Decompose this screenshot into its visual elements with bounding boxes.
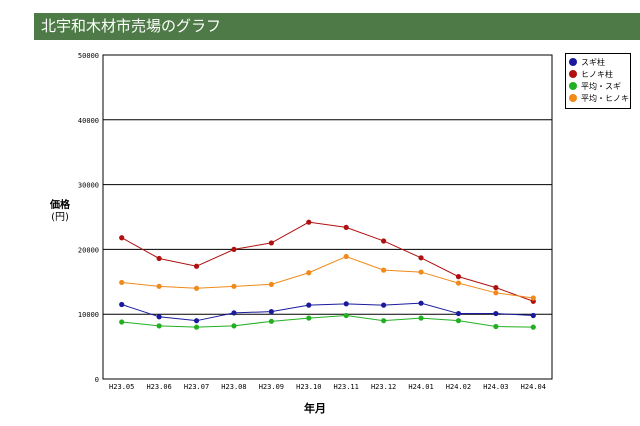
data-point — [306, 302, 312, 308]
legend-label: 平均・スギ — [581, 81, 621, 91]
x-tick-label: H24.04 — [521, 383, 546, 391]
data-point — [306, 315, 312, 321]
data-point — [493, 323, 499, 330]
series-line — [121, 221, 534, 302]
data-point — [381, 302, 387, 308]
legend-item: 平均・ヒノキ — [569, 92, 629, 104]
data-point — [119, 279, 125, 286]
data-point — [381, 238, 387, 244]
legend-label: スギ柱 — [581, 57, 605, 67]
chart-title: 北宇和木材市売場のグラフ — [34, 13, 640, 40]
x-tick-label: H23.08 — [221, 383, 246, 391]
series-line — [121, 255, 534, 299]
x-tick-label: H24.02 — [446, 383, 471, 391]
data-point — [193, 285, 200, 291]
legend-marker — [569, 82, 577, 90]
data-point — [381, 318, 387, 324]
data-point — [306, 270, 312, 276]
data-point — [493, 285, 499, 291]
series-line — [121, 314, 534, 328]
data-point — [455, 280, 462, 286]
data-point — [119, 235, 125, 241]
x-tick-label: H23.07 — [184, 383, 209, 391]
y-axis-label: 価格 (円) — [48, 200, 72, 224]
x-tick-label: H23.09 — [259, 383, 284, 391]
y-axis-label-unit: (円) — [51, 212, 69, 223]
y-axis-label-main: 価格 — [50, 200, 70, 211]
data-point — [268, 309, 274, 315]
data-point — [455, 318, 462, 324]
x-axis-label: 年月 — [304, 402, 326, 415]
data-point — [306, 219, 312, 225]
data-point — [193, 318, 200, 324]
x-tick-label: H24.01 — [408, 383, 433, 391]
data-point — [119, 301, 125, 308]
plot-area — [102, 54, 553, 380]
data-point — [231, 323, 237, 329]
y-tick-label: 20000 — [78, 246, 99, 254]
data-point — [343, 253, 349, 260]
x-tick-label: H23.12 — [371, 383, 396, 391]
data-point — [268, 318, 274, 324]
data-point — [418, 315, 424, 321]
data-point — [231, 283, 237, 289]
x-tick-label: H23.05 — [109, 383, 134, 391]
data-point — [455, 274, 462, 280]
x-tick-label: H24.03 — [483, 383, 508, 391]
data-point — [193, 324, 200, 330]
data-point — [530, 312, 536, 319]
legend-marker — [569, 70, 577, 78]
data-point — [493, 290, 499, 296]
data-point — [418, 269, 424, 275]
y-tick-label: 50000 — [78, 52, 99, 60]
data-point — [156, 323, 162, 329]
legend-item: 平均・スギ — [569, 80, 627, 92]
data-point — [530, 295, 536, 301]
data-point — [268, 281, 274, 287]
legend-marker — [569, 94, 577, 102]
legend-label: ヒノキ柱 — [581, 69, 613, 79]
x-tick-label: H23.10 — [296, 383, 321, 391]
data-point — [156, 314, 162, 320]
data-point — [418, 300, 424, 306]
legend: スギ柱ヒノキ柱平均・スギ平均・ヒノキ — [565, 53, 631, 109]
data-point — [493, 310, 499, 317]
legend-marker — [569, 58, 577, 66]
data-point — [119, 319, 125, 325]
series-line — [121, 302, 534, 322]
data-point — [530, 324, 536, 330]
data-point — [231, 246, 237, 252]
y-tick-label: 10000 — [78, 311, 99, 319]
data-point — [343, 301, 349, 307]
data-point — [418, 255, 424, 261]
data-point — [268, 240, 274, 246]
data-point — [231, 310, 237, 316]
y-tick-label: 0 — [95, 376, 99, 384]
y-tick-label: 40000 — [78, 117, 99, 125]
data-point — [156, 283, 162, 289]
data-point — [193, 263, 200, 269]
data-point — [381, 267, 387, 273]
data-point — [156, 255, 162, 262]
data-point — [343, 224, 349, 230]
x-tick-label: H23.06 — [146, 383, 171, 391]
legend-item: ヒノキ柱 — [569, 68, 627, 80]
legend-item: スギ柱 — [569, 56, 627, 68]
data-point — [343, 312, 349, 319]
x-tick-label: H23.11 — [334, 383, 359, 391]
y-tick-label: 30000 — [78, 182, 99, 190]
legend-label: 平均・ヒノキ — [581, 93, 629, 103]
data-point — [455, 310, 462, 317]
